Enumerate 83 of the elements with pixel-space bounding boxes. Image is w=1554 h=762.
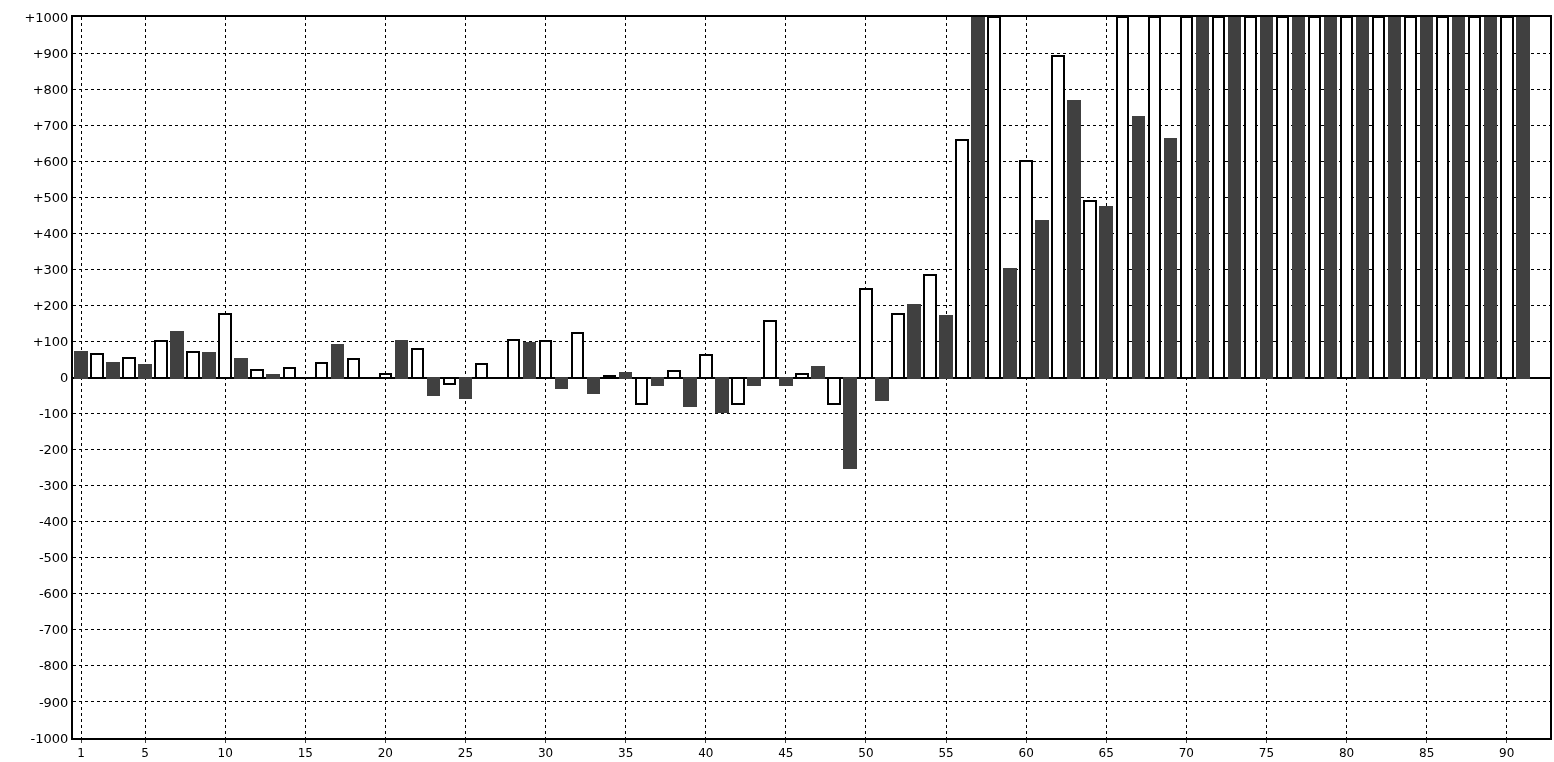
x-tick-label: 5 [141,746,149,761]
bar [1067,100,1081,379]
bar [1356,17,1369,379]
x-tick-label: 20 [377,746,394,761]
y-tick-label: +800 [32,81,69,97]
bar [74,351,88,379]
y-tick-label: -200 [38,442,69,458]
bar [779,377,793,386]
bar [1388,17,1401,379]
bar [939,315,953,379]
bar [1292,17,1305,379]
x-tick-label: 55 [938,746,954,761]
bar [1260,17,1273,379]
y-tick-label: -800 [38,658,69,674]
bar [106,362,120,379]
y-tick-label: +100 [32,334,69,349]
x-tick-label: 35 [618,746,634,761]
bar [331,344,344,379]
bar [1228,17,1241,379]
bar [202,352,216,379]
bar [1516,17,1530,379]
y-tick-label: 0 [60,370,69,386]
bar [1132,116,1145,379]
bar [1035,220,1049,379]
x-tick-label: 80 [1338,746,1355,761]
y-tick-label: -300 [38,478,69,494]
bar [459,377,472,399]
bar [523,342,536,379]
bar [907,304,921,379]
bar [395,340,408,379]
x-tick-label: 15 [297,746,313,761]
y-tick-label: +900 [32,45,69,61]
x-tick-label: 85 [1419,746,1435,761]
y-tick-label: -1000 [30,730,69,746]
bar [170,331,184,379]
bar [843,377,857,469]
y-tick-label: +200 [32,297,69,313]
y-tick-label: -900 [38,694,69,710]
x-tick-label: 60 [1018,746,1034,761]
bar [971,17,985,379]
bar [266,374,280,379]
x-tick-label: 10 [217,746,233,761]
bar [1324,17,1337,379]
y-tick-label: -400 [38,514,69,530]
bar [651,377,664,386]
bar [555,377,568,389]
y-tick-label: -500 [38,550,69,566]
bar [587,377,600,394]
bar [811,366,825,379]
x-tick-label: 40 [698,746,714,761]
bar [875,377,889,401]
bar [619,372,632,379]
x-tick-label: 1 [77,746,85,761]
bar [715,377,729,413]
bar [1452,17,1465,379]
bar [234,358,248,379]
x-tick-label: 30 [537,746,554,761]
y-tick-label: +600 [32,153,69,169]
bar [747,377,761,386]
bar [1484,17,1497,379]
y-tick-label: +700 [32,117,69,133]
y-tick-label: +1000 [24,9,69,25]
x-tick-label: 65 [1098,746,1114,761]
x-tick-label: 75 [1258,746,1275,761]
bar [1420,17,1433,379]
bar [1164,138,1177,379]
x-tick-label: 45 [778,746,794,761]
x-tick-label: 25 [457,746,474,761]
y-tick-label: +400 [32,225,69,241]
bar [1003,268,1017,379]
y-tick-label: +300 [32,261,69,277]
x-tick-label: 90 [1499,746,1515,761]
bar [683,377,697,407]
x-tick-label: 70 [1178,746,1194,761]
x-tick-label: 50 [858,746,874,761]
y-tick-label: -100 [38,406,69,422]
bar [1196,17,1209,379]
y-tick-label: +500 [32,189,69,205]
bar [427,377,440,396]
bar [138,364,152,379]
y-tick-label: -700 [38,622,69,638]
y-tick-label: -600 [38,586,69,602]
bar [1099,206,1113,379]
